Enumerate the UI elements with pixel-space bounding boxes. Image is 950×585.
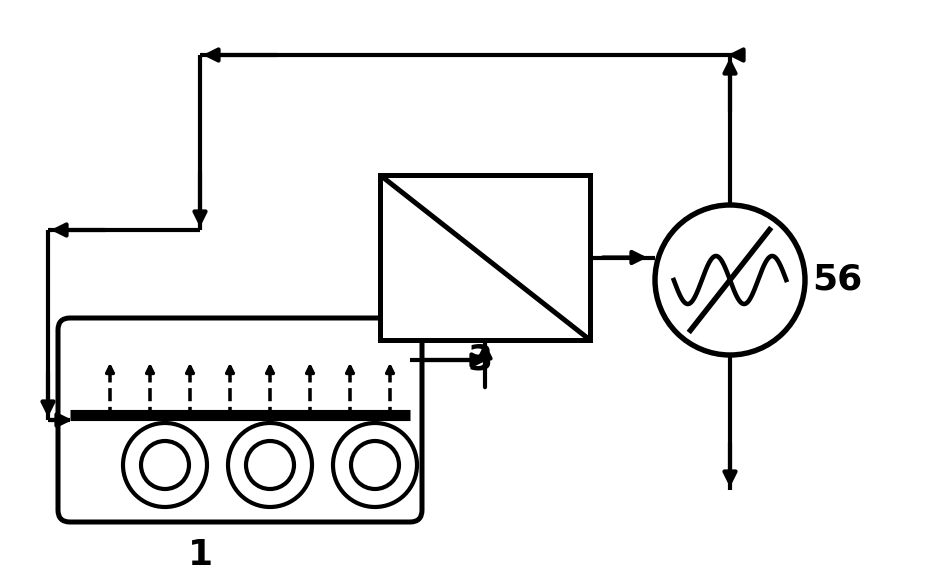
Circle shape (351, 441, 399, 489)
Circle shape (228, 423, 312, 507)
Text: 1: 1 (187, 538, 213, 572)
Circle shape (246, 441, 294, 489)
Circle shape (141, 441, 189, 489)
Text: 3: 3 (467, 343, 492, 377)
Text: 56: 56 (812, 263, 863, 297)
FancyBboxPatch shape (58, 318, 422, 522)
Circle shape (333, 423, 417, 507)
Bar (380, 175, 590, 340)
Circle shape (123, 423, 207, 507)
Circle shape (655, 205, 805, 355)
